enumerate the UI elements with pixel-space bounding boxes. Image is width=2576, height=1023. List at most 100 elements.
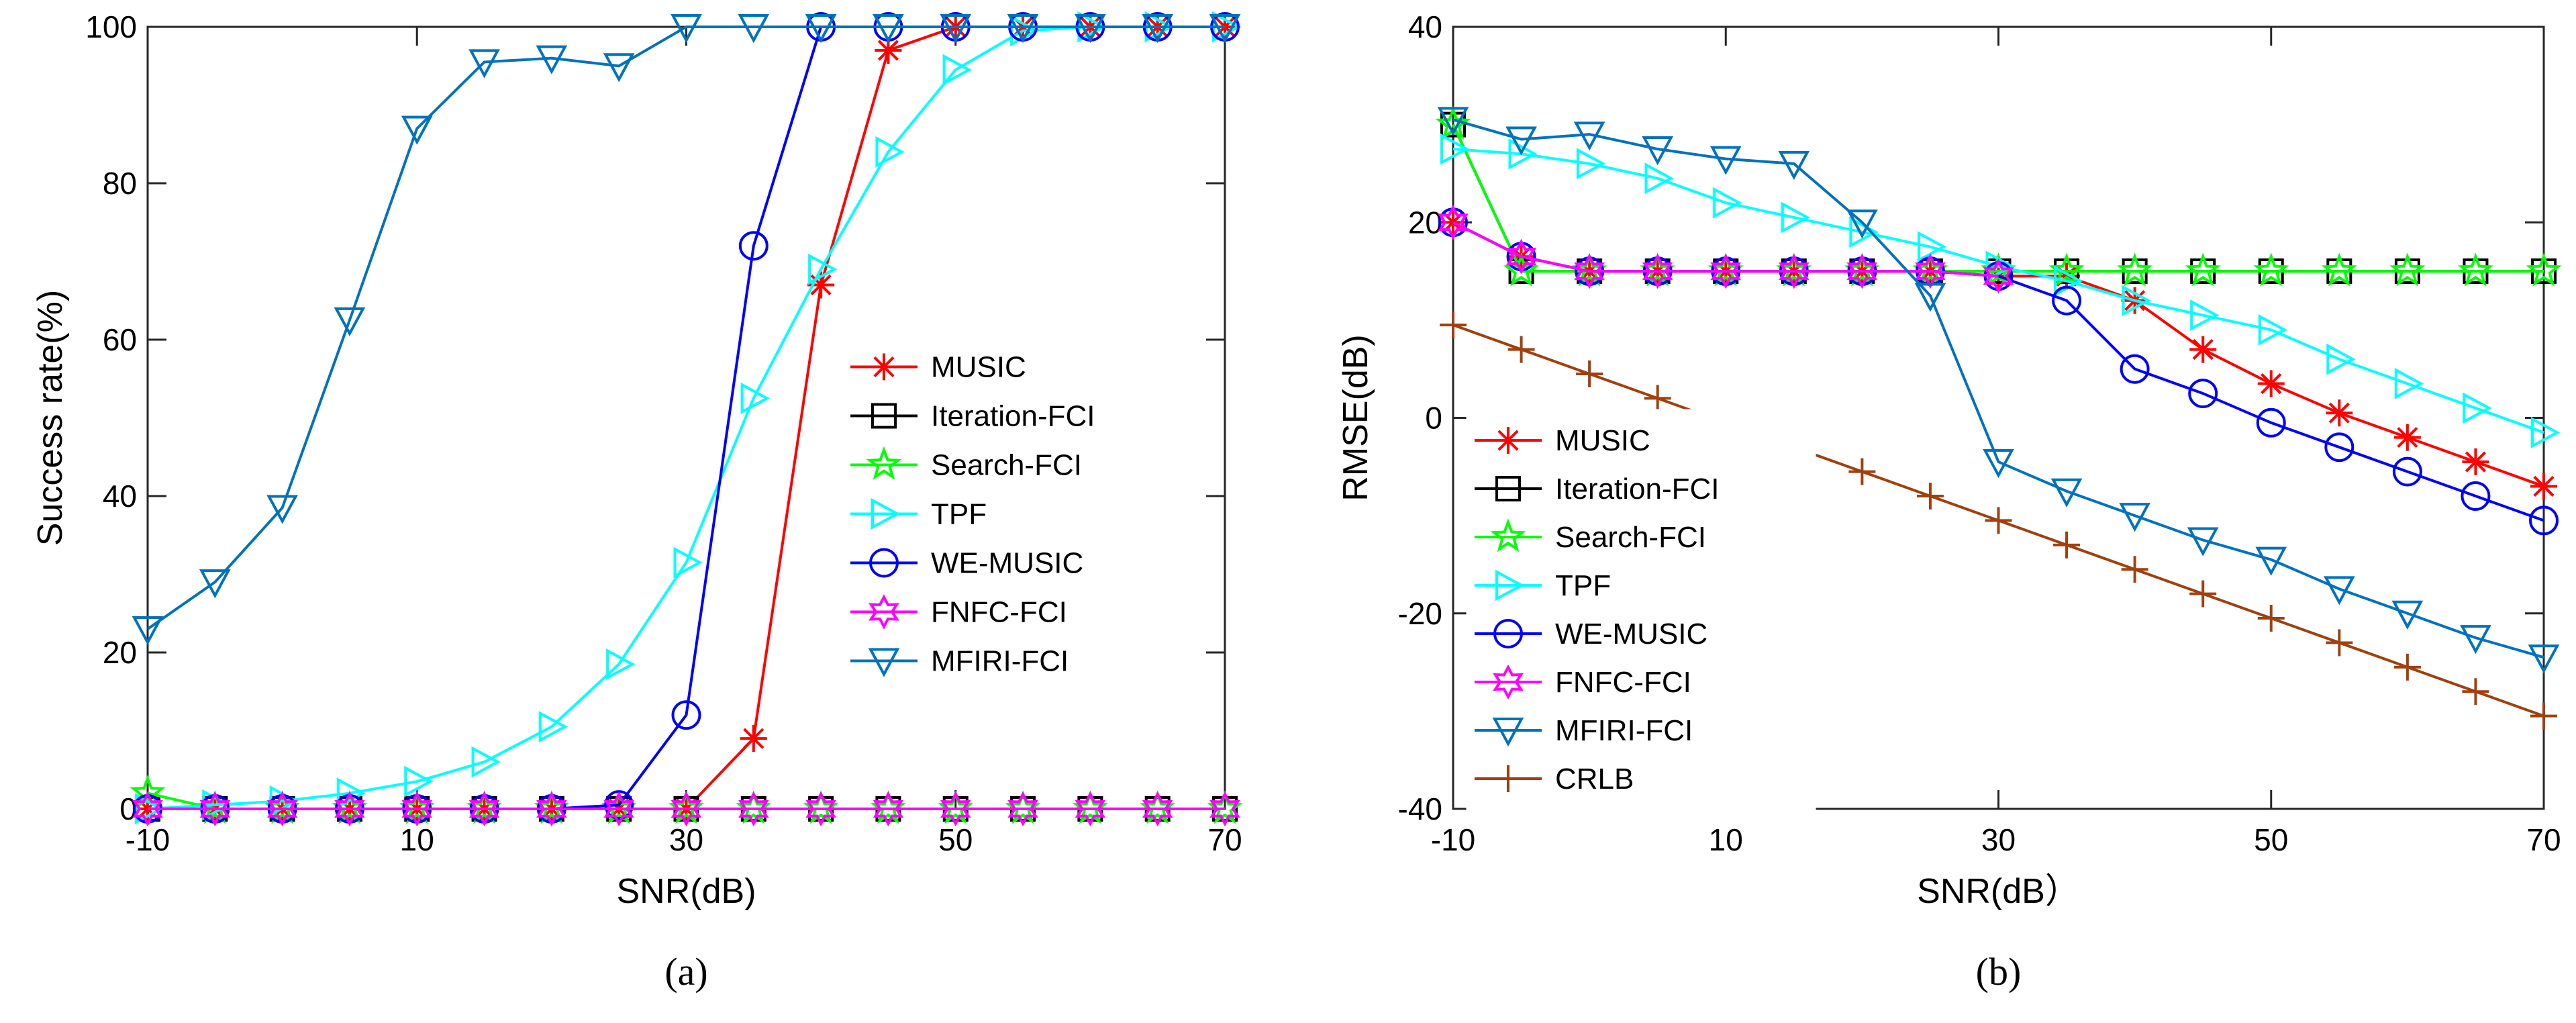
data-point-we-music [2529,505,2559,536]
legend-label: WE-MUSIC [1555,618,1707,650]
data-point-tpf-shape [740,383,771,414]
data-point-search-fci-shape [2185,252,2221,287]
data-point-mfiri-fci-shape [536,45,568,75]
data-point-mfiri-fci [1007,14,1039,44]
legend-marker [1492,718,1524,747]
data-point-tpf [606,648,636,680]
y-tick-label: 60 [103,322,137,357]
data-point-mfiri-fci-shape [2323,576,2355,605]
data-point-mfiri-fci [2255,546,2287,576]
data-point-tpf [1508,138,1538,170]
data-point-mfiri-fci [1778,150,1810,181]
data-point-crlb-shape [2530,702,2557,730]
data-point-we-music-shape [2324,432,2355,462]
data-point-mfiri-fci-shape [132,616,164,646]
panel-caption: (b) [1976,950,2022,993]
data-point-we-music [671,700,701,730]
data-point-we-music [2461,481,2491,511]
y-tick-label: 20 [1408,205,1442,240]
data-point-mfiri-fci [940,14,972,44]
data-point-fnfc-fci-shape [266,791,298,827]
legend-marker-shape [1493,664,1524,700]
data-point-fnfc-fci [1983,258,2014,294]
data-point-crlb [1440,311,1467,339]
data-point-tpf-shape [2190,299,2220,331]
x-tick-label: -10 [126,822,170,857]
panel-caption: (a) [664,950,707,993]
data-point-search-fci [2389,252,2426,287]
data-point-fnfc-fci [266,791,298,827]
data-point-mfiri-fci [1642,136,1674,166]
y-tick-label: -20 [1398,596,1442,631]
data-point-tpf [336,777,366,810]
data-point-search-fci-shape [2321,252,2357,287]
data-point-tpf-shape [2326,343,2356,375]
legend-label: Iteration-FCI [931,400,1095,433]
data-point-crlb [1507,336,1535,363]
data-point-tpf-shape [538,711,568,743]
data-point-fnfc-fci-shape [468,791,500,827]
data-point-tpf-shape [1644,162,1674,195]
data-point-mfiri-fci [401,115,433,145]
data-point-crlb-shape [2393,653,2421,681]
data-point-we-music [2052,285,2082,315]
x-axis-label: SNR(dB） [1917,872,2080,911]
data-point-music-shape [2462,448,2489,476]
series-fnfc-fci [132,791,1240,827]
data-point-crlb-shape [1576,360,1603,387]
data-point-we-music-shape [671,700,701,730]
legend-marker [1493,619,1523,648]
data-point-search-fci-shape [2117,252,2152,287]
legend-marker [1490,518,1526,552]
data-point-crlb-shape [2121,556,2148,583]
data-point-mfiri-fci-shape [1142,14,1174,44]
data-point-tpf [2122,285,2151,317]
data-point-we-music-shape [2392,456,2422,487]
data-point-we-music [2188,379,2218,409]
legend-item: WE-MUSIC [850,547,1083,580]
data-point-mfiri-fci-shape [1573,121,1605,151]
data-point-mfiri-fci [603,53,635,83]
data-point-tpf [875,136,905,168]
data-point-crlb [1916,483,1944,509]
series-mfiri-fci [132,14,1241,646]
data-point-we-music-shape [738,231,769,261]
y-tick-label: 100 [85,9,137,44]
data-point-tpf [808,253,838,285]
legend-label: MUSIC [1555,424,1650,457]
data-point-we-music [2120,354,2150,384]
legend-marker [1495,427,1522,454]
x-tick-label: 50 [2254,822,2288,857]
legend-marker [1495,476,1521,501]
data-point-mfiri-fci [132,616,164,646]
data-point-mfiri-fci-shape [468,49,500,79]
data-point-search-fci-shape [2526,252,2562,287]
series-line-tpf [147,26,1225,810]
data-point-search-fci-shape [130,774,166,809]
data-point-mfiri-fci [199,569,231,599]
data-point-fnfc-fci [940,791,971,827]
data-point-fnfc-fci [603,791,634,827]
data-point-fnfc-fci [873,791,904,827]
data-point-fnfc-fci-shape [199,791,231,827]
data-point-music-shape [2530,473,2557,500]
data-point-music [2257,370,2285,397]
data-point-fnfc-fci [1915,253,1946,289]
data-point-crlb [1848,458,1876,485]
data-point-we-music [2256,407,2286,438]
data-point-tpf [1713,187,1742,219]
data-point-tpf [1985,250,2015,283]
data-point-mfiri-fci-shape [1710,146,1742,175]
data-point-mfiri-fci [2119,503,2150,532]
data-point-search-fci-shape [2458,252,2493,287]
legend-marker-shape [1495,476,1521,501]
data-point-music [2530,473,2557,500]
legend-item: Search-FCI [1475,518,1706,554]
data-point-mfiri-fci-shape [671,14,702,44]
y-tick-label: 20 [103,635,137,670]
data-point-search-fci [2458,252,2493,287]
data-point-tpf-shape [1577,148,1606,180]
y-tick-label: 80 [103,166,137,201]
data-point-mfiri-fci-shape [199,569,231,599]
